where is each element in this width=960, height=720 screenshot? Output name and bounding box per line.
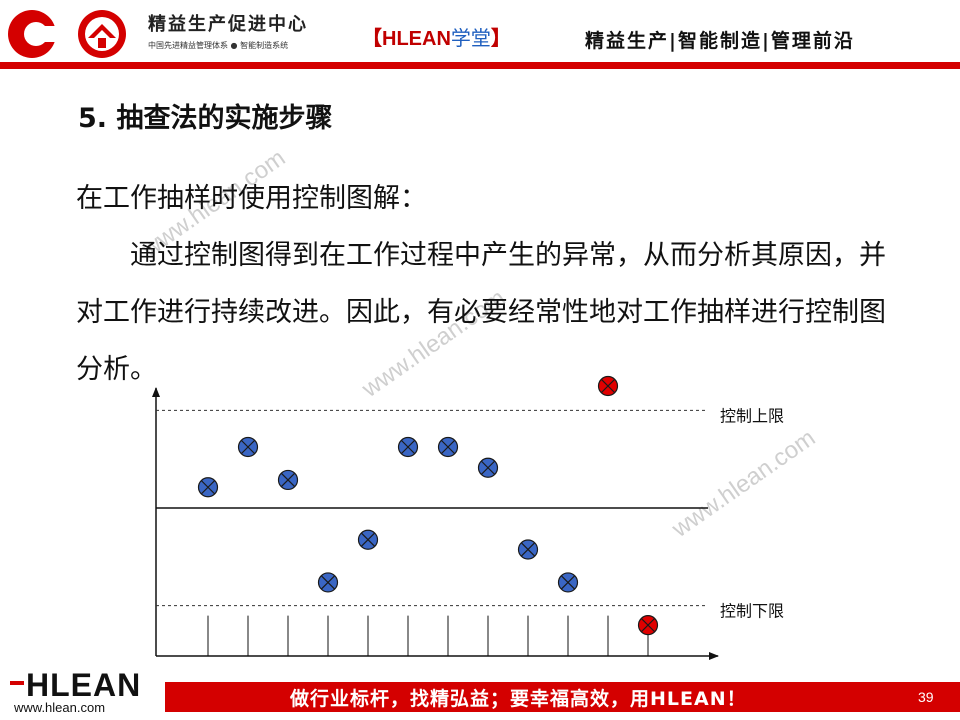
body-text: 在工作抽样时使用控制图解： 通过控制图得到在工作过程中产生的异常，从而分析其原因… (76, 170, 886, 398)
data-point-group (197, 375, 659, 636)
data-point (237, 436, 259, 458)
watermark: www.hlean.com (667, 424, 821, 543)
data-point (197, 477, 219, 498)
org-name: 精益生产促进中心 (148, 14, 308, 35)
logo-icon (8, 10, 126, 58)
org-subtitle: 中国先进精益管理体系 ● 智能制造系统 (148, 41, 289, 50)
data-point (357, 529, 379, 550)
footer-logo-text: HLEAN (26, 667, 141, 700)
brand-name: HLEAN (382, 28, 451, 50)
header-slogan: 精益生产|智能制造|管理前沿 (585, 30, 855, 52)
data-point (517, 539, 539, 560)
data-point (557, 572, 579, 593)
data-point (437, 436, 459, 458)
upper-limit-label: 控制上限 (720, 406, 784, 425)
data-point (477, 457, 499, 478)
slide-title: 5. 抽查法的实施步骤 (78, 103, 333, 134)
footer-band (165, 682, 960, 712)
header: 精益生产促进中心 中国先进精益管理体系 ● 智能制造系统 【HLEAN学堂】 精… (0, 0, 960, 72)
data-point (277, 469, 299, 491)
footer-logo-icon: HLEAN (10, 667, 141, 700)
footer-slogan: 做行业标杆，找精弘益；要幸福高效，用HLEAN！ (290, 688, 747, 710)
lower-limit-label: 控制下限 (720, 602, 784, 621)
x-tick-group (207, 615, 649, 656)
data-point (397, 436, 419, 458)
footer-url[interactable]: www.hlean.com (14, 700, 106, 715)
header-divider (0, 62, 960, 69)
abnormal-data-point (637, 615, 659, 636)
data-point (317, 572, 339, 593)
brand-bracket-open: 【 (362, 26, 382, 50)
intro-line: 在工作抽样时使用控制图解： (76, 183, 427, 214)
page-number: 39 (918, 689, 934, 705)
brand-tag: 【HLEAN学堂】 (362, 22, 511, 51)
body-paragraph: 通过控制图得到在工作过程中产生的异常，从而分析其原因，并对工作进行持续改进。因此… (76, 240, 886, 385)
brand-bracket-close: 】 (490, 26, 511, 50)
brand-suffix: 学堂 (450, 26, 491, 50)
